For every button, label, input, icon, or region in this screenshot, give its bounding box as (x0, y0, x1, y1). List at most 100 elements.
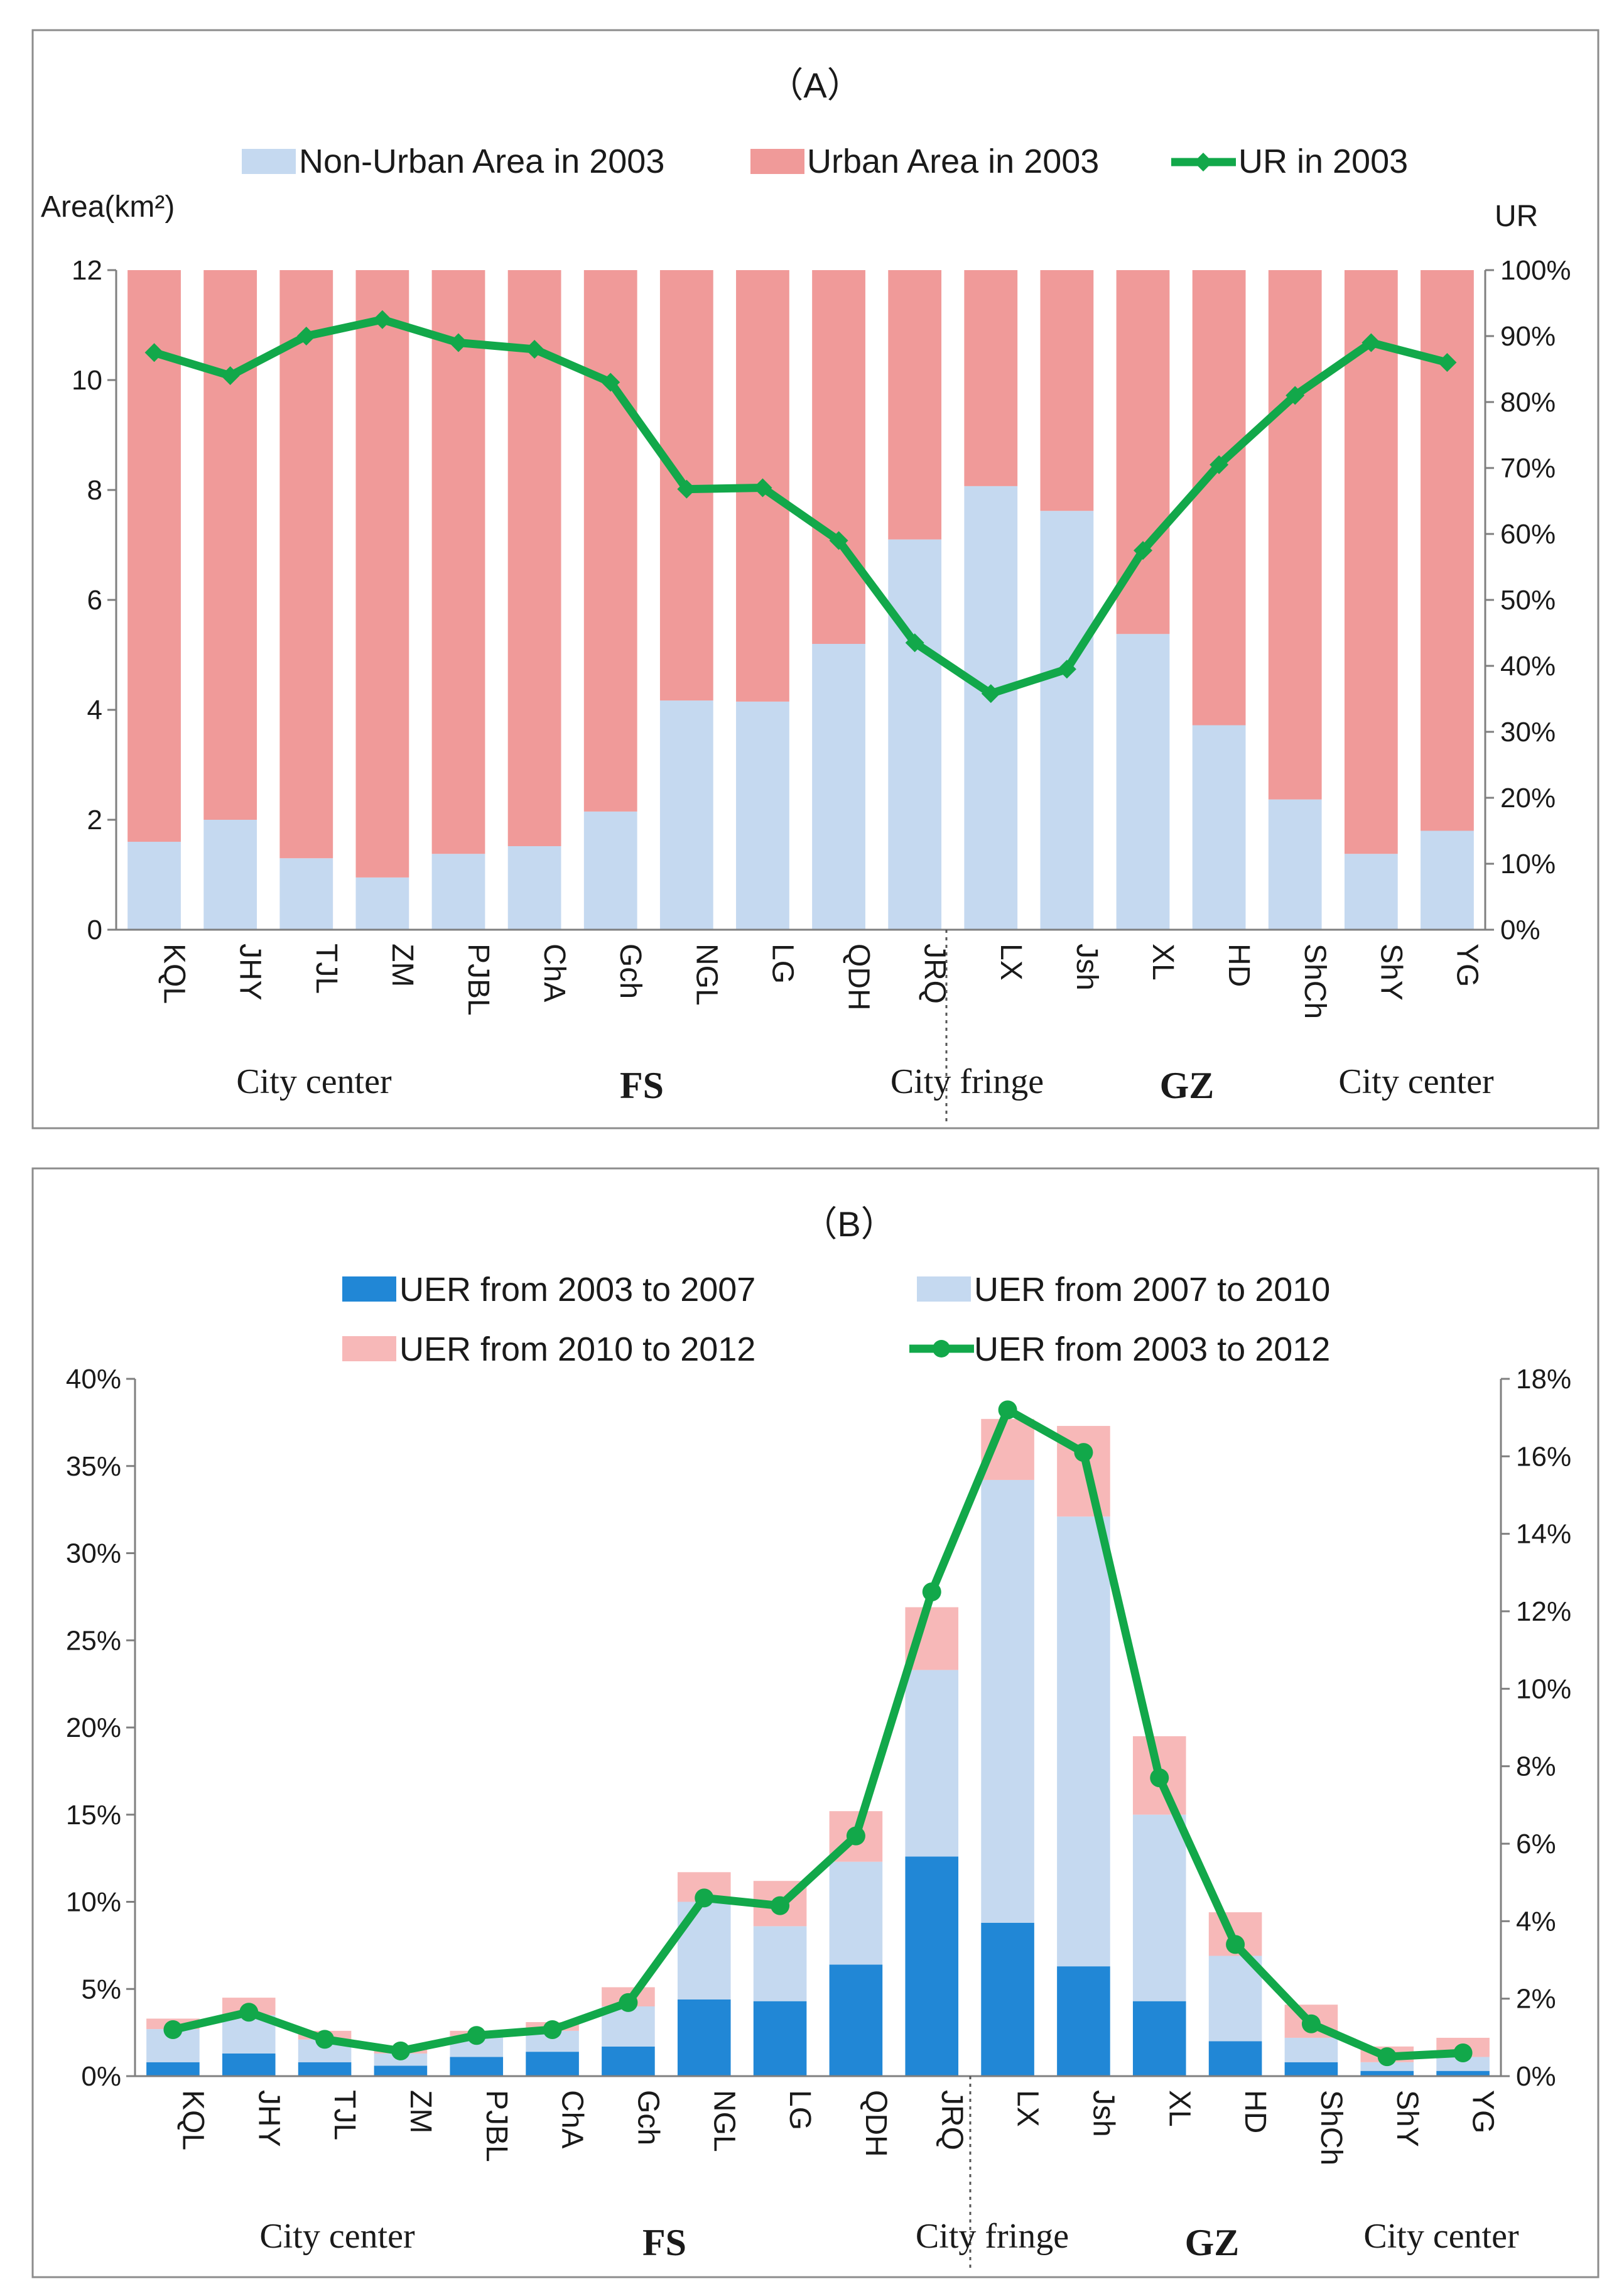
point-ur-in-2003-shch (1286, 386, 1305, 405)
bar-non-urban-area-in-2003-lg (736, 701, 789, 930)
bar-urban-area-in-2003-zm (355, 270, 409, 878)
legend-label-uer-2007-2010: UER from 2007 to 2010 (974, 1271, 1330, 1309)
y2-tick-label: 14% (1516, 1519, 1571, 1550)
legend-swatch-urban (750, 149, 804, 174)
panel-b-category-labels: KQL JHY TJL ZM PJBL ChA Gch NGL LG QDH JRQ LX Jsh XL H… (176, 2090, 1499, 2165)
y2-tick-label: 8% (1516, 1751, 1556, 1782)
y-tick-label: 2 (87, 805, 102, 835)
point-ur-in-2003-yg (1437, 353, 1457, 372)
bar-uer-from-2003-to-2007-kql (146, 2062, 200, 2076)
bar-uer-from-2003-to-2007-tjl (298, 2062, 352, 2076)
y2-tick-label: 80% (1500, 387, 1556, 418)
bar-non-urban-area-in-2003-pjbl (431, 854, 485, 930)
category-label-hd: HD (1238, 2090, 1272, 2133)
y2-tick-label: 2% (1516, 1984, 1556, 2015)
y-tick-label: 0 (87, 915, 102, 945)
panel-a-ylabel: Area(km²) (41, 190, 175, 224)
bar-uer-from-2003-to-2007-cha (526, 2052, 579, 2076)
category-label-ngl: NGL (707, 2090, 740, 2152)
legend-marker-ur (1194, 153, 1213, 171)
point-ur-in-2003-jrq (905, 633, 924, 653)
panel-a-region-city-fringe: City fringe (890, 1062, 1044, 1101)
bar-uer-from-2003-to-2007-gch (602, 2046, 655, 2076)
bar-uer-from-2007-to-2010-jrq (905, 1670, 959, 1857)
bar-urban-area-in-2003-jhy (203, 270, 257, 820)
bar-non-urban-area-in-2003-jrq (888, 539, 942, 930)
bar-non-urban-area-in-2003-cha (507, 846, 561, 930)
legend-swatch-uer-2010-2012 (342, 1336, 396, 1361)
point-uer-from-2003-to-2012-pjbl (467, 2026, 486, 2045)
point-uer-from-2003-to-2012-yg (1453, 2043, 1473, 2062)
bar-non-urban-area-in-2003-gch (583, 811, 637, 930)
panel-a-y2-axis-title: UR (1495, 200, 1538, 233)
point-ur-in-2003-zm (372, 310, 392, 329)
y2-tick-label: 40% (1500, 651, 1556, 682)
legend-marker-uer-2003-2012 (933, 1340, 950, 1357)
bar-uer-from-2007-to-2010-hd (1208, 1956, 1262, 2042)
bar-urban-area-in-2003-gch (583, 270, 637, 812)
point-ur-in-2003-shy (1361, 333, 1381, 352)
legend-label-ur: UR in 2003 (1238, 143, 1408, 180)
point-uer-from-2003-to-2012-shy (1377, 2047, 1397, 2067)
category-label-zm: ZM (404, 2090, 437, 2133)
panel-a-y2-ticks: 0% 10% 20% 30% 40% 50% 60% 70% 80% 90% 100% (1500, 255, 1571, 945)
bar-non-urban-area-in-2003-qdh (812, 644, 865, 930)
bar-non-urban-area-in-2003-lx (964, 486, 1018, 930)
category-label-kql: KQL (158, 944, 191, 1004)
panel-b-city-gz: GZ (1185, 2222, 1240, 2263)
bar-urban-area-in-2003-tjl (279, 270, 333, 859)
point-uer-from-2003-to-2012-jsh (1074, 1443, 1093, 1462)
bar-urban-area-in-2003-pjbl (431, 270, 485, 854)
category-label-jhy: JHY (252, 2090, 285, 2147)
category-label-lg: LG (766, 944, 799, 984)
bar-uer-from-2003-to-2007-jhy (222, 2053, 276, 2076)
y-tick-label: 25% (66, 1625, 121, 1656)
bar-uer-from-2003-to-2007-shch (1284, 2062, 1338, 2076)
bar-urban-area-in-2003-jsh (1040, 270, 1094, 511)
panel-a-y-axis-title: Area(km²) (41, 190, 175, 224)
bar-urban-area-in-2003-hd (1192, 270, 1246, 726)
category-label-hd: HD (1222, 944, 1255, 987)
category-label-shch: ShCh (1314, 2090, 1348, 2165)
y-tick-label: 0% (81, 2061, 121, 2092)
category-label-qdh: QDH (859, 2090, 892, 2157)
y-tick-label: 8 (87, 475, 102, 506)
point-uer-from-2003-to-2012-lx (998, 1400, 1017, 1420)
legend-label-non-urban: Non-Urban Area in 2003 (299, 143, 664, 180)
point-uer-from-2003-to-2012-hd (1226, 1935, 1245, 1954)
y2-tick-label: 6% (1516, 1829, 1556, 1859)
panel-b-frame (31, 1167, 1600, 2278)
category-label-tjl: TJL (310, 944, 343, 994)
bar-uer-from-2003-to-2007-qdh (829, 1964, 883, 2076)
category-label-kql: KQL (176, 2090, 209, 2150)
y2-tick-label: 0% (1500, 915, 1540, 945)
category-label-yg: YG (1450, 944, 1483, 987)
panel-b-axes (126, 1378, 1510, 2077)
y2-tick-label: 100% (1500, 255, 1571, 286)
point-ur-in-2003-qdh (829, 531, 848, 550)
bar-non-urban-area-in-2003-jhy (203, 820, 257, 930)
y2-tick-label: 16% (1516, 1441, 1571, 1472)
bar-uer-from-2007-to-2010-xl (1132, 1814, 1186, 2001)
bar-uer-from-2003-to-2007-lx (981, 1922, 1034, 2076)
category-label-tjl: TJL (328, 2090, 361, 2140)
bar-urban-area-in-2003-cha (507, 270, 561, 846)
bar-urban-area-in-2003-kql (127, 270, 181, 842)
bar-non-urban-area-in-2003-ngl (659, 700, 713, 930)
y2-tick-label: 50% (1500, 585, 1556, 616)
point-ur-in-2003-lx (981, 684, 1000, 704)
y2-tick-label: 60% (1500, 519, 1556, 550)
category-label-shy: ShY (1374, 944, 1407, 1001)
category-label-xl: XL (1162, 2090, 1196, 2127)
category-label-gch: Gch (614, 944, 647, 999)
bar-non-urban-area-in-2003-xl (1116, 634, 1170, 930)
point-ur-in-2003-xl (1134, 541, 1152, 560)
bar-uer-from-2007-to-2010-shch (1284, 2037, 1338, 2062)
panel-a-group-labels: City center FS City fringe GZ City cente… (236, 1062, 1494, 1106)
point-uer-from-2003-to-2012-cha (543, 2020, 562, 2039)
panel-a-title: （A） (768, 65, 862, 105)
point-uer-from-2003-to-2012-qdh (846, 1826, 865, 1846)
point-uer-from-2003-to-2012-gch (619, 1993, 638, 2012)
bar-non-urban-area-in-2003-shch (1268, 799, 1322, 930)
